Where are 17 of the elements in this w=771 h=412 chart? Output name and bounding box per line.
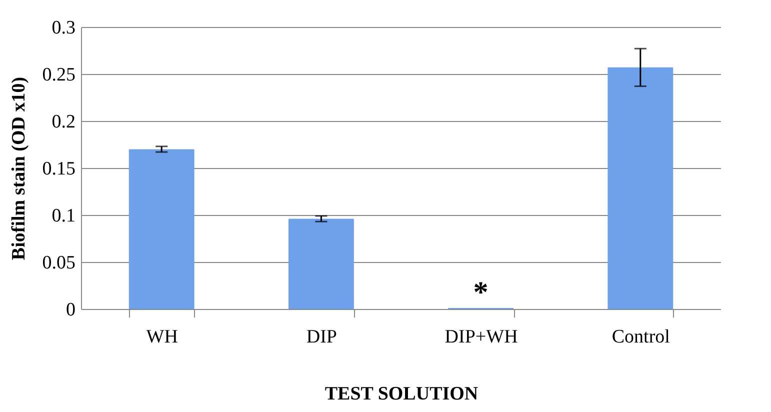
x-tick-label: Control [612, 326, 670, 348]
y-tick-label: 0.05 [42, 252, 76, 274]
x-tick-label: DIP [306, 326, 338, 348]
y-tick-label: 0.1 [52, 206, 76, 226]
x-tick-label: DIP+WH [444, 326, 518, 348]
y-tick-label: 0.2 [52, 112, 76, 132]
x-axis-title: TEST SOLUTION [324, 384, 478, 404]
y-tick-label: 0.15 [42, 158, 76, 180]
bar [128, 149, 194, 309]
y-tick-label: 0.3 [52, 18, 76, 38]
y-axis-title: Biofilm stain (OD x10) [8, 76, 30, 260]
annotation: * [473, 276, 488, 310]
y-tick-label: 0 [66, 300, 76, 320]
bar [608, 67, 674, 309]
bar [288, 218, 354, 309]
y-tick-label: 0.25 [42, 64, 76, 86]
x-tick-label: WH [146, 326, 178, 348]
